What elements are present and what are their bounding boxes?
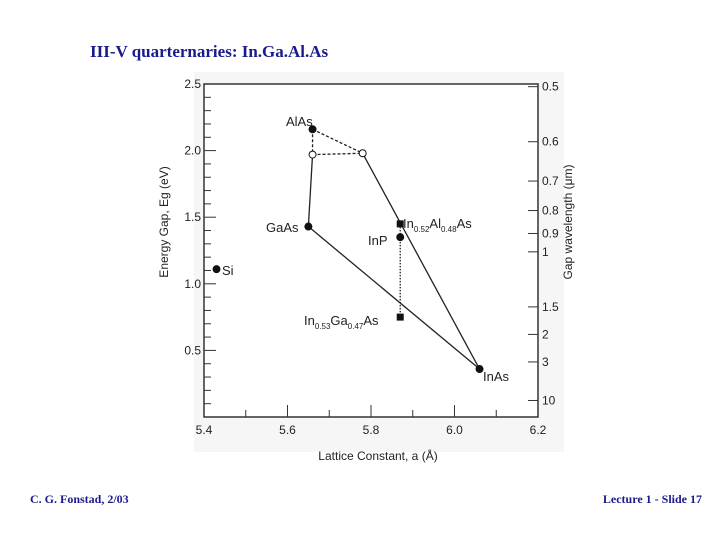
data-point <box>304 222 313 231</box>
chart-marks <box>212 125 484 374</box>
data-point <box>396 233 405 242</box>
x-tick-label: 5.8 <box>363 423 380 437</box>
plot-border <box>203 83 539 418</box>
y2-tick-label: 2 <box>542 327 549 341</box>
y-tick-label: 1.5 <box>184 210 201 224</box>
label-gaas: GaAs <box>266 220 299 235</box>
y-tick-label: 0.5 <box>184 343 201 357</box>
y2-tick-label: 10 <box>542 393 556 407</box>
curve-segment <box>312 128 363 154</box>
ingaas-mid: Ga <box>330 313 348 328</box>
inalas-sub1: 0.52 <box>414 225 430 234</box>
data-point <box>308 125 317 134</box>
x-tick-label: 5.4 <box>196 423 213 437</box>
data-point <box>396 220 404 228</box>
plot-area: 0.5 1.0 1.5 2.0 2.5 5.4 5.6 5.8 6.0 6.2 0.5 0.6 0.7 0… <box>184 77 559 437</box>
ingaas-sub1: 0.53 <box>315 322 331 331</box>
y-tick-label: 2.5 <box>184 77 201 91</box>
y2-tick-label: 0.8 <box>542 204 559 218</box>
x-axis-label: Lattice Constant, a (Å) <box>318 448 437 463</box>
footer-slide-number: Lecture 1 - Slide 17 <box>602 492 702 506</box>
data-point <box>475 365 484 374</box>
data-point <box>212 265 221 274</box>
y2-tick-label: 0.9 <box>542 226 559 240</box>
label-inalas: In0.52Al0.48As <box>403 216 472 234</box>
slide-title: III-V quarternaries: In.Ga.Al.As <box>90 42 329 61</box>
label-ingaas: In0.53Ga0.47As <box>304 313 379 331</box>
y2-tick-label: 0.7 <box>542 174 559 188</box>
curve-segment <box>307 154 314 227</box>
data-point <box>308 150 317 159</box>
data-point <box>396 313 404 321</box>
label-si: Si <box>222 263 234 278</box>
ingaas-main: In <box>304 313 315 328</box>
y2-tick-label: 0.6 <box>542 135 559 149</box>
y-tick-label: 2.0 <box>184 144 201 158</box>
x-tick-label: 6.0 <box>446 423 463 437</box>
point-labels: AlAs GaAs InAs InP Si In0.52Al0.48As In0… <box>222 114 510 384</box>
inalas-sub2: 0.48 <box>441 225 457 234</box>
label-alas: AlAs <box>286 114 313 129</box>
curve-segment <box>312 152 363 156</box>
x-tick-label: 5.6 <box>279 423 296 437</box>
data-point <box>358 149 367 158</box>
ingaas-sub2: 0.47 <box>348 322 364 331</box>
footer-author: C. G. Fonstad, 2/03 <box>30 492 129 506</box>
y-tick-label: 1.0 <box>184 277 201 291</box>
inalas-end: As <box>457 216 473 231</box>
y2-axis-label: Gap wavelength (μm) <box>561 165 575 280</box>
x-tick-label: 6.2 <box>530 423 547 437</box>
y2-tick-label: 3 <box>542 355 549 369</box>
label-inp: InP <box>368 233 388 248</box>
curve-segment <box>307 226 480 370</box>
inalas-main: In <box>403 216 414 231</box>
y2-tick-label: 1 <box>542 245 549 259</box>
ingaas-end: As <box>363 313 379 328</box>
label-inas: InAs <box>483 369 510 384</box>
bandgap-chart: 0.5 1.0 1.5 2.0 2.5 5.4 5.6 5.8 6.0 6.2 0.5 0.6 0.7 0… <box>157 72 575 463</box>
inalas-mid: Al <box>429 216 441 231</box>
y2-tick-label: 1.5 <box>542 300 559 314</box>
y-axis-label: Energy Gap, Eg (eV) <box>157 166 171 277</box>
curve-segment <box>362 152 481 370</box>
y2-tick-label: 0.5 <box>542 80 559 94</box>
